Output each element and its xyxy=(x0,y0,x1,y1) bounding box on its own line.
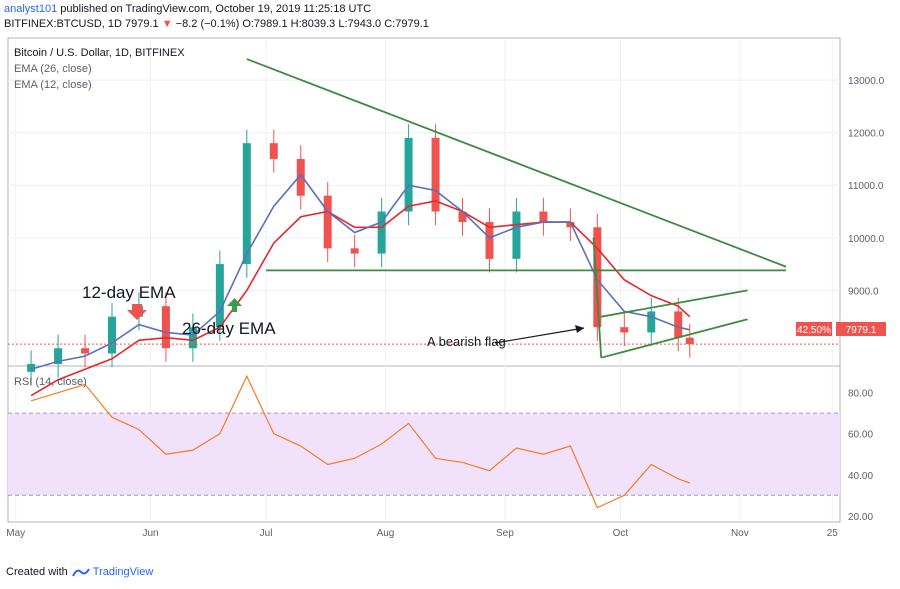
published-text: published on TradingView.com, October 19… xyxy=(57,3,372,15)
axes: 13000.0 12000.0 11000.0 10000.0 9000.0 May Jun… xyxy=(6,76,884,539)
candle-body xyxy=(188,327,197,349)
rsi-tick-label: 80.00 xyxy=(848,389,873,400)
candle-body xyxy=(377,211,386,254)
time-tick-label: May xyxy=(6,528,25,539)
badge-price-bg xyxy=(836,322,886,336)
rsi-panel xyxy=(8,374,840,509)
trendline-drop xyxy=(592,237,603,358)
flag-pointer-arrow xyxy=(494,327,585,344)
flag-label: A bearish flag xyxy=(427,334,506,349)
chart-legend: Bitcoin / U.S. Dollar, 1D, BITFINEX EMA … xyxy=(14,47,185,388)
trendline-descending xyxy=(246,58,787,268)
up-arrow-icon xyxy=(227,298,242,312)
time-tick-label: Aug xyxy=(377,528,395,539)
author-link[interactable]: analyst101 xyxy=(4,3,58,15)
price-chart[interactable]: 13000.0 12000.0 11000.0 10000.0 9000.0 May Jun… xyxy=(0,36,900,556)
time-tick-label: Oct xyxy=(613,528,629,539)
flag-arrowhead-icon xyxy=(575,325,584,333)
candle-body xyxy=(242,143,251,265)
time-tick-label: 25 xyxy=(827,528,839,539)
price-tick-label: 10000.0 xyxy=(848,234,885,245)
price-tick-label: 9000.0 xyxy=(848,286,879,297)
legend-title: Bitcoin / U.S. Dollar, 1D, BITFINEX xyxy=(14,47,185,59)
trendline-flag_upper xyxy=(601,289,748,318)
rsi-line xyxy=(30,374,690,509)
badge-percent-bg xyxy=(796,322,832,336)
candle-body xyxy=(323,195,332,249)
symbol-line: BITFINEX:BTCUSD, 1D 7979.1 ▼ −8.2 (−0.1%… xyxy=(4,17,429,32)
legend-ema26: EMA (26, close) xyxy=(14,63,92,75)
ohlc-values: O:7989.1 H:8039.3 L:7943.0 C:7979.1 xyxy=(239,18,429,30)
change-down-icon: ▼ xyxy=(161,18,173,30)
candle-body xyxy=(458,211,467,223)
candle-body xyxy=(674,311,683,338)
tradingview-logo-icon xyxy=(71,568,90,577)
time-tick-label: Jun xyxy=(142,528,158,539)
tradingview-brand[interactable]: TradingView xyxy=(71,566,154,578)
rsi-band xyxy=(8,413,840,496)
candle-body xyxy=(27,364,36,372)
ema26-label: 26-day EMA xyxy=(182,319,276,338)
candle-body xyxy=(81,348,90,354)
candle-body xyxy=(404,137,413,212)
price-badge: 42.50% 7979.1 xyxy=(796,322,886,336)
candle-body xyxy=(512,211,521,259)
rsi-tick-label: 40.00 xyxy=(848,471,873,482)
candle-body xyxy=(350,248,359,254)
candle-body xyxy=(539,211,548,223)
trendline-flag_lower xyxy=(600,318,748,359)
candle-body xyxy=(161,306,170,349)
trendlines xyxy=(246,58,787,359)
price-tick-label: 13000.0 xyxy=(848,76,885,87)
time-tick-label: Sep xyxy=(496,528,514,539)
time-tick-label: Jul xyxy=(260,528,273,539)
rsi-tick-label: 20.00 xyxy=(848,512,873,523)
rsi-tick-label: 60.00 xyxy=(848,430,873,441)
ema12-label: 12-day EMA xyxy=(82,283,176,302)
candle-body xyxy=(685,337,694,345)
change-value: −8.2 (−0.1%) xyxy=(175,18,240,30)
published-line: analyst101 published on TradingView.com,… xyxy=(4,2,429,17)
candle-body xyxy=(647,311,656,333)
price-tick-label: 11000.0 xyxy=(848,181,884,192)
candle-body xyxy=(620,327,629,333)
candle-body xyxy=(269,143,278,159)
symbol-info: BITFINEX:BTCUSD, 1D 7979.1 xyxy=(4,18,162,30)
candle-body xyxy=(431,137,440,212)
candle-body xyxy=(593,227,602,328)
badge-percent: 42.50% xyxy=(797,325,831,336)
legend-ema12: EMA (12, close) xyxy=(14,79,92,91)
candle-body xyxy=(108,316,116,354)
chart-header: analyst101 published on TradingView.com,… xyxy=(4,2,429,32)
down-arrow-icon xyxy=(127,304,147,320)
legend-rsi: RSI (14, close) xyxy=(14,376,87,388)
candle-body xyxy=(215,264,224,328)
price-tick-label: 12000.0 xyxy=(848,129,885,140)
time-tick-label: Nov xyxy=(731,528,749,539)
candle-body xyxy=(485,222,494,259)
candle-body xyxy=(566,222,575,228)
candle-body xyxy=(296,158,305,196)
created-with-text: Created with xyxy=(6,566,68,578)
candle-body xyxy=(54,348,63,364)
annotations: 12-day EMA 26-day EMA A bearish flag xyxy=(82,283,585,349)
badge-price: 7979.1 xyxy=(846,325,877,336)
footer: Created with TradingView xyxy=(6,566,153,578)
tradingview-brand-text: TradingView xyxy=(92,566,154,578)
